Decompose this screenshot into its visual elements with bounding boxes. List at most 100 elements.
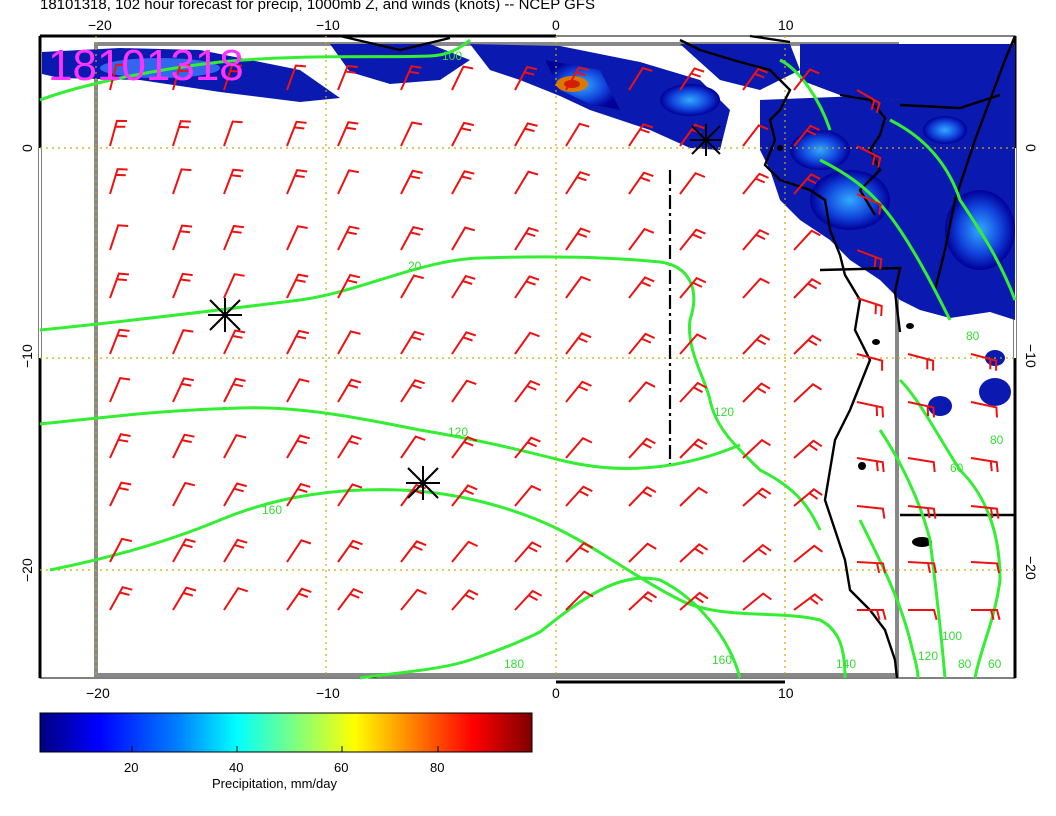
svg-text:80: 80 [990, 433, 1004, 447]
svg-text:−10: −10 [316, 17, 340, 33]
svg-text:80: 80 [966, 329, 980, 343]
wind-barb [679, 228, 706, 251]
wind-barb [856, 145, 882, 168]
wind-barb [223, 587, 249, 611]
wind-barb [223, 64, 243, 91]
wind-barb [286, 273, 309, 299]
wind-barb [337, 225, 360, 251]
wind-barb [451, 484, 478, 507]
svg-text:−20: −20 [1023, 556, 1039, 580]
map-title: 18101318, 102 hour forecast for precip, … [40, 0, 595, 13]
wind-barb [793, 278, 822, 299]
svg-text:−10: −10 [1023, 344, 1039, 368]
height-contours [39, 38, 1017, 680]
wind-barb [907, 505, 937, 519]
wind-barb [628, 591, 658, 611]
wind-barb [856, 297, 883, 317]
wind-barb [337, 539, 363, 563]
wind-barb [451, 121, 475, 147]
wind-barb [514, 170, 539, 195]
wind-barb [857, 609, 887, 620]
wind-barb [172, 329, 194, 355]
wind-barb [742, 277, 770, 299]
wind-barb [628, 276, 655, 299]
svg-text:20: 20 [408, 259, 422, 273]
wind-barb [400, 330, 425, 355]
wind-barb [451, 65, 474, 91]
wind-barb [223, 120, 243, 147]
wind-barb [565, 275, 591, 299]
wind-barb [451, 540, 479, 563]
wind-barb [514, 226, 539, 251]
wind-barb [223, 377, 246, 403]
wind-barb [400, 274, 424, 299]
center-marker [690, 124, 722, 156]
wind-barb [337, 169, 359, 195]
wind-barb [628, 123, 654, 147]
center-marker [406, 466, 440, 500]
wind-barb [172, 168, 192, 195]
wind-barb [679, 67, 705, 91]
wind-barb [514, 379, 541, 403]
wind-barb [172, 433, 195, 459]
wind-barb [400, 65, 422, 91]
wind-barb [337, 64, 358, 91]
wind-barb [565, 66, 589, 91]
colorbar-tick-label: 40 [229, 760, 244, 775]
wind-barb [970, 561, 1000, 574]
wind-barb [565, 122, 590, 147]
wind-barb [742, 487, 772, 507]
wind-barb [337, 330, 361, 355]
wind-barb [907, 457, 936, 473]
wind-barb [793, 439, 823, 459]
wind-barb [109, 119, 127, 147]
graticule [40, 36, 1015, 678]
wind-barb [337, 587, 364, 611]
wind-barb [400, 435, 426, 459]
wind-barb [337, 434, 362, 459]
wind-barb [971, 609, 1001, 620]
wind-barb [742, 592, 772, 611]
wind-barb [970, 505, 1000, 519]
wind-barb [793, 124, 821, 147]
wind-barb [451, 589, 479, 611]
wind-barb [286, 378, 310, 403]
svg-text:0: 0 [552, 17, 560, 33]
wind-barb [286, 587, 312, 611]
svg-text:160: 160 [712, 653, 732, 667]
wind-barb [451, 226, 476, 251]
wind-barb [400, 483, 426, 507]
wind-barb [172, 481, 196, 507]
wind-barb [514, 541, 542, 563]
wind-barb [565, 171, 591, 195]
contour-labels: 100 20 120 160 180 160 140 120 80 60 80 … [262, 49, 1004, 671]
wind-barb [451, 274, 476, 299]
wind-barb [565, 380, 592, 403]
wind-barb [793, 544, 823, 563]
wind-barb [109, 168, 128, 195]
wind-barb [907, 561, 937, 574]
wind-barb [451, 379, 477, 403]
wind-barb [679, 381, 708, 403]
wind-barb [742, 382, 771, 403]
wind-barb [109, 433, 131, 459]
wind-barb [742, 124, 769, 147]
wind-barb [286, 482, 311, 507]
wind-barb [908, 609, 938, 620]
wind-barb [337, 121, 359, 147]
wind-barb [514, 589, 543, 611]
wind-barb [172, 538, 196, 563]
wind-barb [628, 486, 657, 507]
colorbar-title: Precipitation, mm/day [212, 776, 337, 791]
wind-barb [223, 434, 247, 459]
svg-text:10: 10 [778, 17, 794, 33]
wind-barb [742, 172, 769, 195]
wind-barb [514, 65, 538, 91]
wind-barb [742, 543, 772, 563]
left-tick-labels: 0 −10 −20 [19, 144, 35, 582]
wind-barb [856, 353, 884, 371]
wind-barb [286, 120, 307, 147]
precip-colorbar [39, 712, 533, 753]
wind-barb [565, 436, 593, 459]
